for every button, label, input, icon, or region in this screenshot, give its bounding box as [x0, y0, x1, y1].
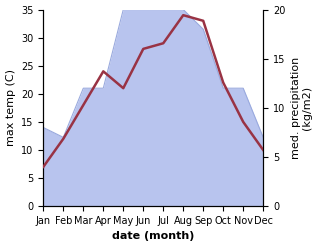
Y-axis label: med. precipitation
(kg/m2): med. precipitation (kg/m2): [291, 57, 313, 159]
Y-axis label: max temp (C): max temp (C): [5, 69, 16, 146]
X-axis label: date (month): date (month): [112, 231, 194, 242]
